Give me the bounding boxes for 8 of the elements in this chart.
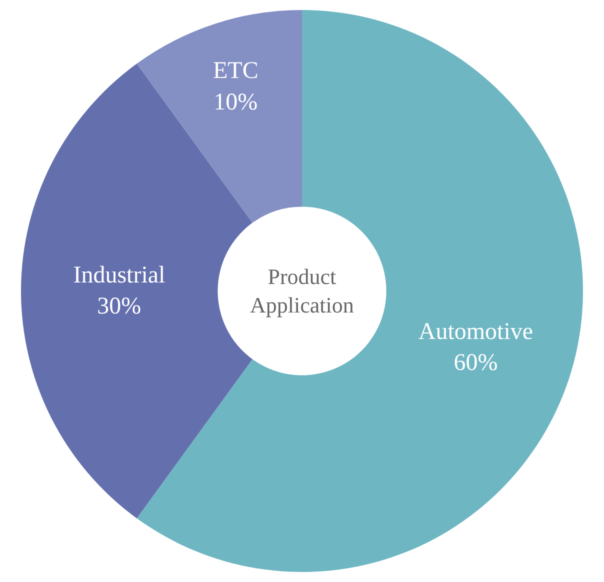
data-label: 10% <box>214 89 258 116</box>
text: Product Application <box>250 264 354 318</box>
data-label: 30% <box>97 294 142 320</box>
slice-label: ETC <box>213 58 258 84</box>
slice-label: Automotive <box>418 318 534 345</box>
data-label: 60% <box>454 350 498 376</box>
slice-label: Industrial <box>73 262 166 288</box>
donut-slice <box>136 10 302 223</box>
